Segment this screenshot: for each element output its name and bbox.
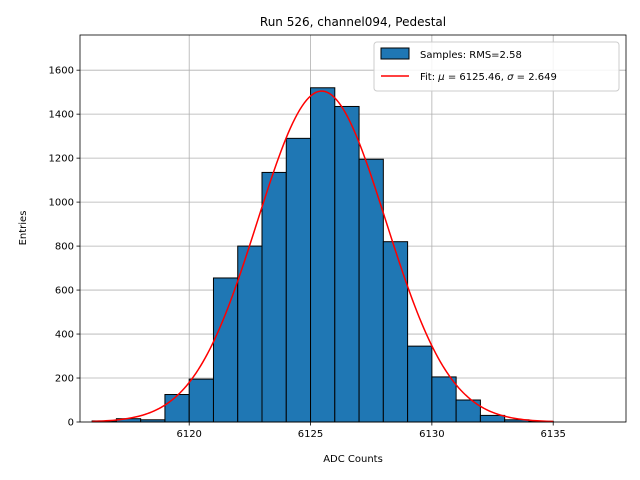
chart-title: Run 526, channel094, Pedestal	[260, 15, 446, 29]
histogram-bar	[310, 87, 336, 423]
histogram-bar	[188, 378, 214, 423]
histogram-bar	[212, 277, 239, 423]
x-tick-label: 6130	[419, 429, 444, 440]
y-tick-label: 1000	[49, 198, 74, 209]
legend-histogram-label: Samples: RMS=2.58	[420, 50, 522, 61]
x-tick-label: 6135	[540, 429, 565, 440]
histogram-bar	[431, 376, 457, 423]
histogram-bar	[164, 394, 190, 423]
x-tick-label: 6125	[298, 429, 323, 440]
y-tick-label: 0	[68, 418, 74, 429]
x-axis-ticks: 6120 6125 6130 6135	[176, 422, 566, 440]
histogram-bar	[358, 158, 384, 423]
histogram-bar	[407, 345, 433, 423]
legend-histogram-swatch	[380, 47, 410, 60]
y-axis-label: Entries	[18, 211, 29, 246]
y-tick-label: 200	[55, 374, 74, 385]
histogram-bar	[285, 137, 312, 423]
legend: Samples: RMS=2.58 Fit: μ = 6125.46, σ = …	[373, 41, 620, 92]
legend-fit-label: Fit: μ = 6125.46, σ = 2.649	[420, 72, 557, 83]
y-tick-label: 1200	[49, 154, 74, 165]
x-tick-label: 6120	[176, 429, 201, 440]
y-axis-ticks: 0 200 400 600 800 1000 1200 1400 1600	[49, 66, 80, 429]
histogram-bar	[479, 414, 506, 423]
histogram-bar	[261, 171, 287, 423]
y-tick-label: 400	[55, 330, 74, 341]
y-tick-label: 600	[55, 286, 74, 297]
histogram-bar	[382, 241, 409, 423]
y-tick-label: 1600	[49, 66, 74, 77]
legend-box	[373, 41, 620, 92]
fit-curve	[92, 90, 554, 423]
y-tick-label: 1400	[49, 110, 74, 121]
y-tick-label: 800	[55, 242, 74, 253]
plot-frame	[79, 34, 627, 423]
x-axis-label: ADC Counts	[323, 454, 383, 465]
histogram-bar	[334, 105, 360, 423]
histogram-bars	[91, 87, 554, 423]
